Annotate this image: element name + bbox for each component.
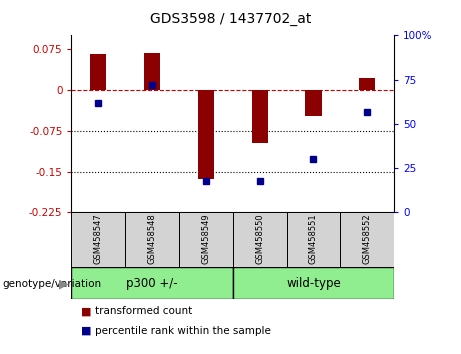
Bar (144, 53, 160, 90)
Bar (233, 267, 394, 299)
Text: percentile rank within the sample: percentile rank within the sample (95, 326, 271, 336)
Text: GSM458550: GSM458550 (255, 213, 264, 264)
Bar (71, 212, 125, 267)
Text: wild-type: wild-type (286, 277, 341, 290)
Bar (71, 267, 233, 299)
Text: GDS3598 / 1437702_at: GDS3598 / 1437702_at (150, 12, 311, 27)
Text: ▶: ▶ (59, 278, 68, 290)
Bar (340, 212, 394, 267)
Text: GSM458551: GSM458551 (309, 213, 318, 264)
Text: GSM458547: GSM458547 (94, 213, 103, 264)
Bar (305, 90, 321, 116)
Text: GSM458548: GSM458548 (148, 213, 157, 264)
Text: GSM458549: GSM458549 (201, 213, 210, 264)
Text: genotype/variation: genotype/variation (2, 279, 101, 289)
Bar (198, 90, 214, 179)
Text: ■: ■ (81, 326, 91, 336)
Bar (125, 212, 179, 267)
Bar (179, 212, 233, 267)
Text: transformed count: transformed count (95, 306, 192, 316)
Text: p300 +/-: p300 +/- (126, 277, 178, 290)
Bar (252, 90, 268, 143)
Bar (90, 55, 106, 90)
Text: GSM458552: GSM458552 (363, 213, 372, 264)
Bar (233, 212, 287, 267)
Text: ■: ■ (81, 306, 91, 316)
Bar (359, 78, 375, 90)
Bar (287, 212, 340, 267)
